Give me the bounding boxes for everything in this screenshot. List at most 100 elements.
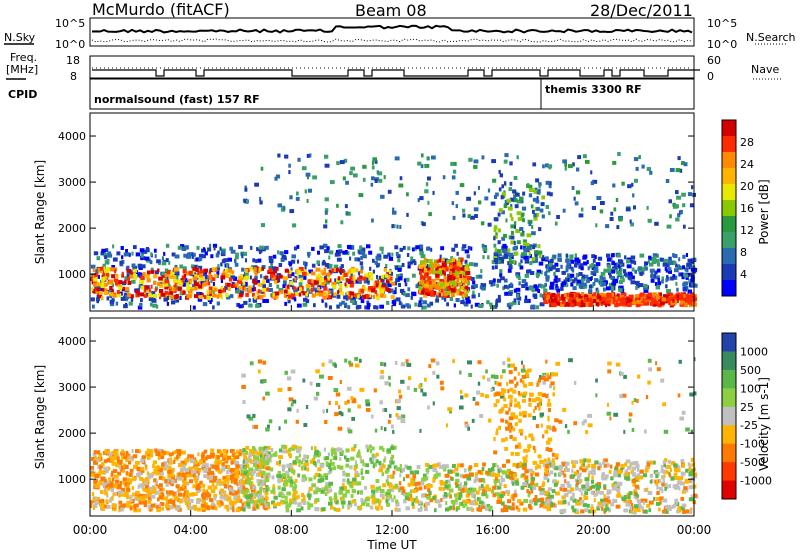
heatmap-cell (689, 203, 695, 208)
heatmap-cell (462, 213, 466, 218)
heatmap-cell (668, 260, 674, 265)
heatmap-cell (635, 297, 639, 302)
heatmap-cell (285, 496, 288, 500)
heatmap-cell (458, 288, 462, 293)
heatmap-cell (456, 492, 459, 497)
heatmap-cell (635, 303, 641, 308)
heatmap-cell (336, 294, 340, 299)
heatmap-cell (394, 290, 397, 295)
heatmap-cell (599, 275, 603, 280)
heatmap-cell (216, 479, 220, 484)
heatmap-cell (632, 466, 636, 471)
heatmap-cell (401, 467, 406, 472)
heatmap-cell (266, 472, 271, 477)
heatmap-cell (328, 481, 333, 486)
heatmap-cell (278, 263, 283, 267)
heatmap-cell (259, 200, 263, 205)
heatmap-cell (411, 247, 415, 252)
heatmap-cell (589, 298, 592, 303)
heatmap-cell (407, 264, 411, 269)
heatmap-cell (244, 272, 249, 277)
heatmap-cell (435, 294, 439, 299)
heatmap-cell (148, 492, 152, 497)
heatmap-cell (281, 254, 287, 259)
heatmap-cell (441, 295, 444, 300)
heatmap-cell (107, 483, 111, 488)
heatmap-cell (673, 463, 678, 468)
heatmap-cell (544, 299, 548, 304)
heatmap-cell (571, 505, 575, 510)
heatmap-cell (564, 162, 567, 167)
heatmap-cell (365, 469, 370, 474)
heatmap-cell (149, 486, 153, 491)
heatmap-cell (399, 463, 402, 468)
heatmap-cell (342, 250, 346, 255)
heatmap-cell (238, 304, 243, 309)
heatmap-cell (499, 173, 503, 178)
heatmap-cell (417, 481, 422, 486)
heatmap-cell (245, 478, 249, 482)
heatmap-cell (115, 274, 119, 279)
heatmap-cell (310, 283, 315, 288)
heatmap-cell (384, 492, 388, 496)
heatmap-cell (582, 154, 587, 159)
heatmap-cell (537, 250, 543, 255)
heatmap-cell (580, 509, 585, 514)
heatmap-cell (679, 294, 682, 299)
heatmap-cell (542, 463, 547, 467)
heatmap-cell (505, 218, 508, 223)
heatmap-cell (203, 295, 207, 300)
heatmap-cell (179, 282, 183, 287)
heatmap-cell (159, 502, 165, 506)
heatmap-cell (524, 295, 528, 300)
heatmap-cell (323, 291, 327, 296)
heatmap-cell (426, 292, 432, 296)
heatmap-cell (307, 175, 309, 180)
heatmap-cell (254, 499, 259, 504)
heatmap-cell (174, 267, 179, 272)
heatmap-cell (282, 467, 285, 472)
heatmap-cell (190, 280, 193, 285)
heatmap-cell (499, 273, 503, 278)
heatmap-cell (357, 451, 361, 456)
heatmap-cell (139, 280, 145, 285)
heatmap-cell (180, 474, 183, 479)
heatmap-cell (453, 276, 456, 281)
heatmap-cell (586, 487, 590, 492)
heatmap-cell (305, 271, 310, 276)
heatmap-cell (604, 497, 609, 502)
heatmap-cell (442, 486, 446, 491)
heatmap-cell (184, 278, 188, 283)
heatmap-cell (651, 260, 657, 264)
heatmap-cell (462, 279, 465, 284)
heatmap-cell (135, 293, 140, 298)
y-tick-label: 1000 (58, 268, 86, 281)
heatmap-cell (338, 490, 344, 495)
heatmap-cell (493, 236, 496, 241)
heatmap-cell (157, 464, 160, 469)
heatmap-cell (552, 479, 557, 484)
heatmap-cell (237, 489, 240, 494)
heatmap-cell (277, 203, 282, 208)
heatmap-cell (535, 272, 541, 277)
heatmap-cell (327, 470, 332, 475)
heatmap-cell (433, 463, 439, 468)
heatmap-cell (180, 244, 185, 249)
heatmap-cell (541, 257, 547, 262)
heatmap-cell (342, 483, 345, 488)
freq-label: Freq. (10, 51, 38, 64)
heatmap-cell (94, 484, 99, 488)
heatmap-cell (158, 276, 163, 281)
heatmap-cell (592, 299, 597, 303)
heatmap-cell (156, 304, 159, 309)
heatmap-cell (308, 269, 313, 274)
heatmap-cell (441, 258, 445, 263)
heatmap-cell (411, 273, 416, 278)
heatmap-cell (293, 246, 297, 251)
heatmap-cell (155, 452, 161, 457)
heatmap-cell (511, 481, 515, 486)
heatmap-cell (424, 476, 429, 481)
heatmap-cell (506, 505, 512, 510)
heatmap-cell (410, 260, 414, 265)
heatmap-cell (464, 302, 469, 307)
